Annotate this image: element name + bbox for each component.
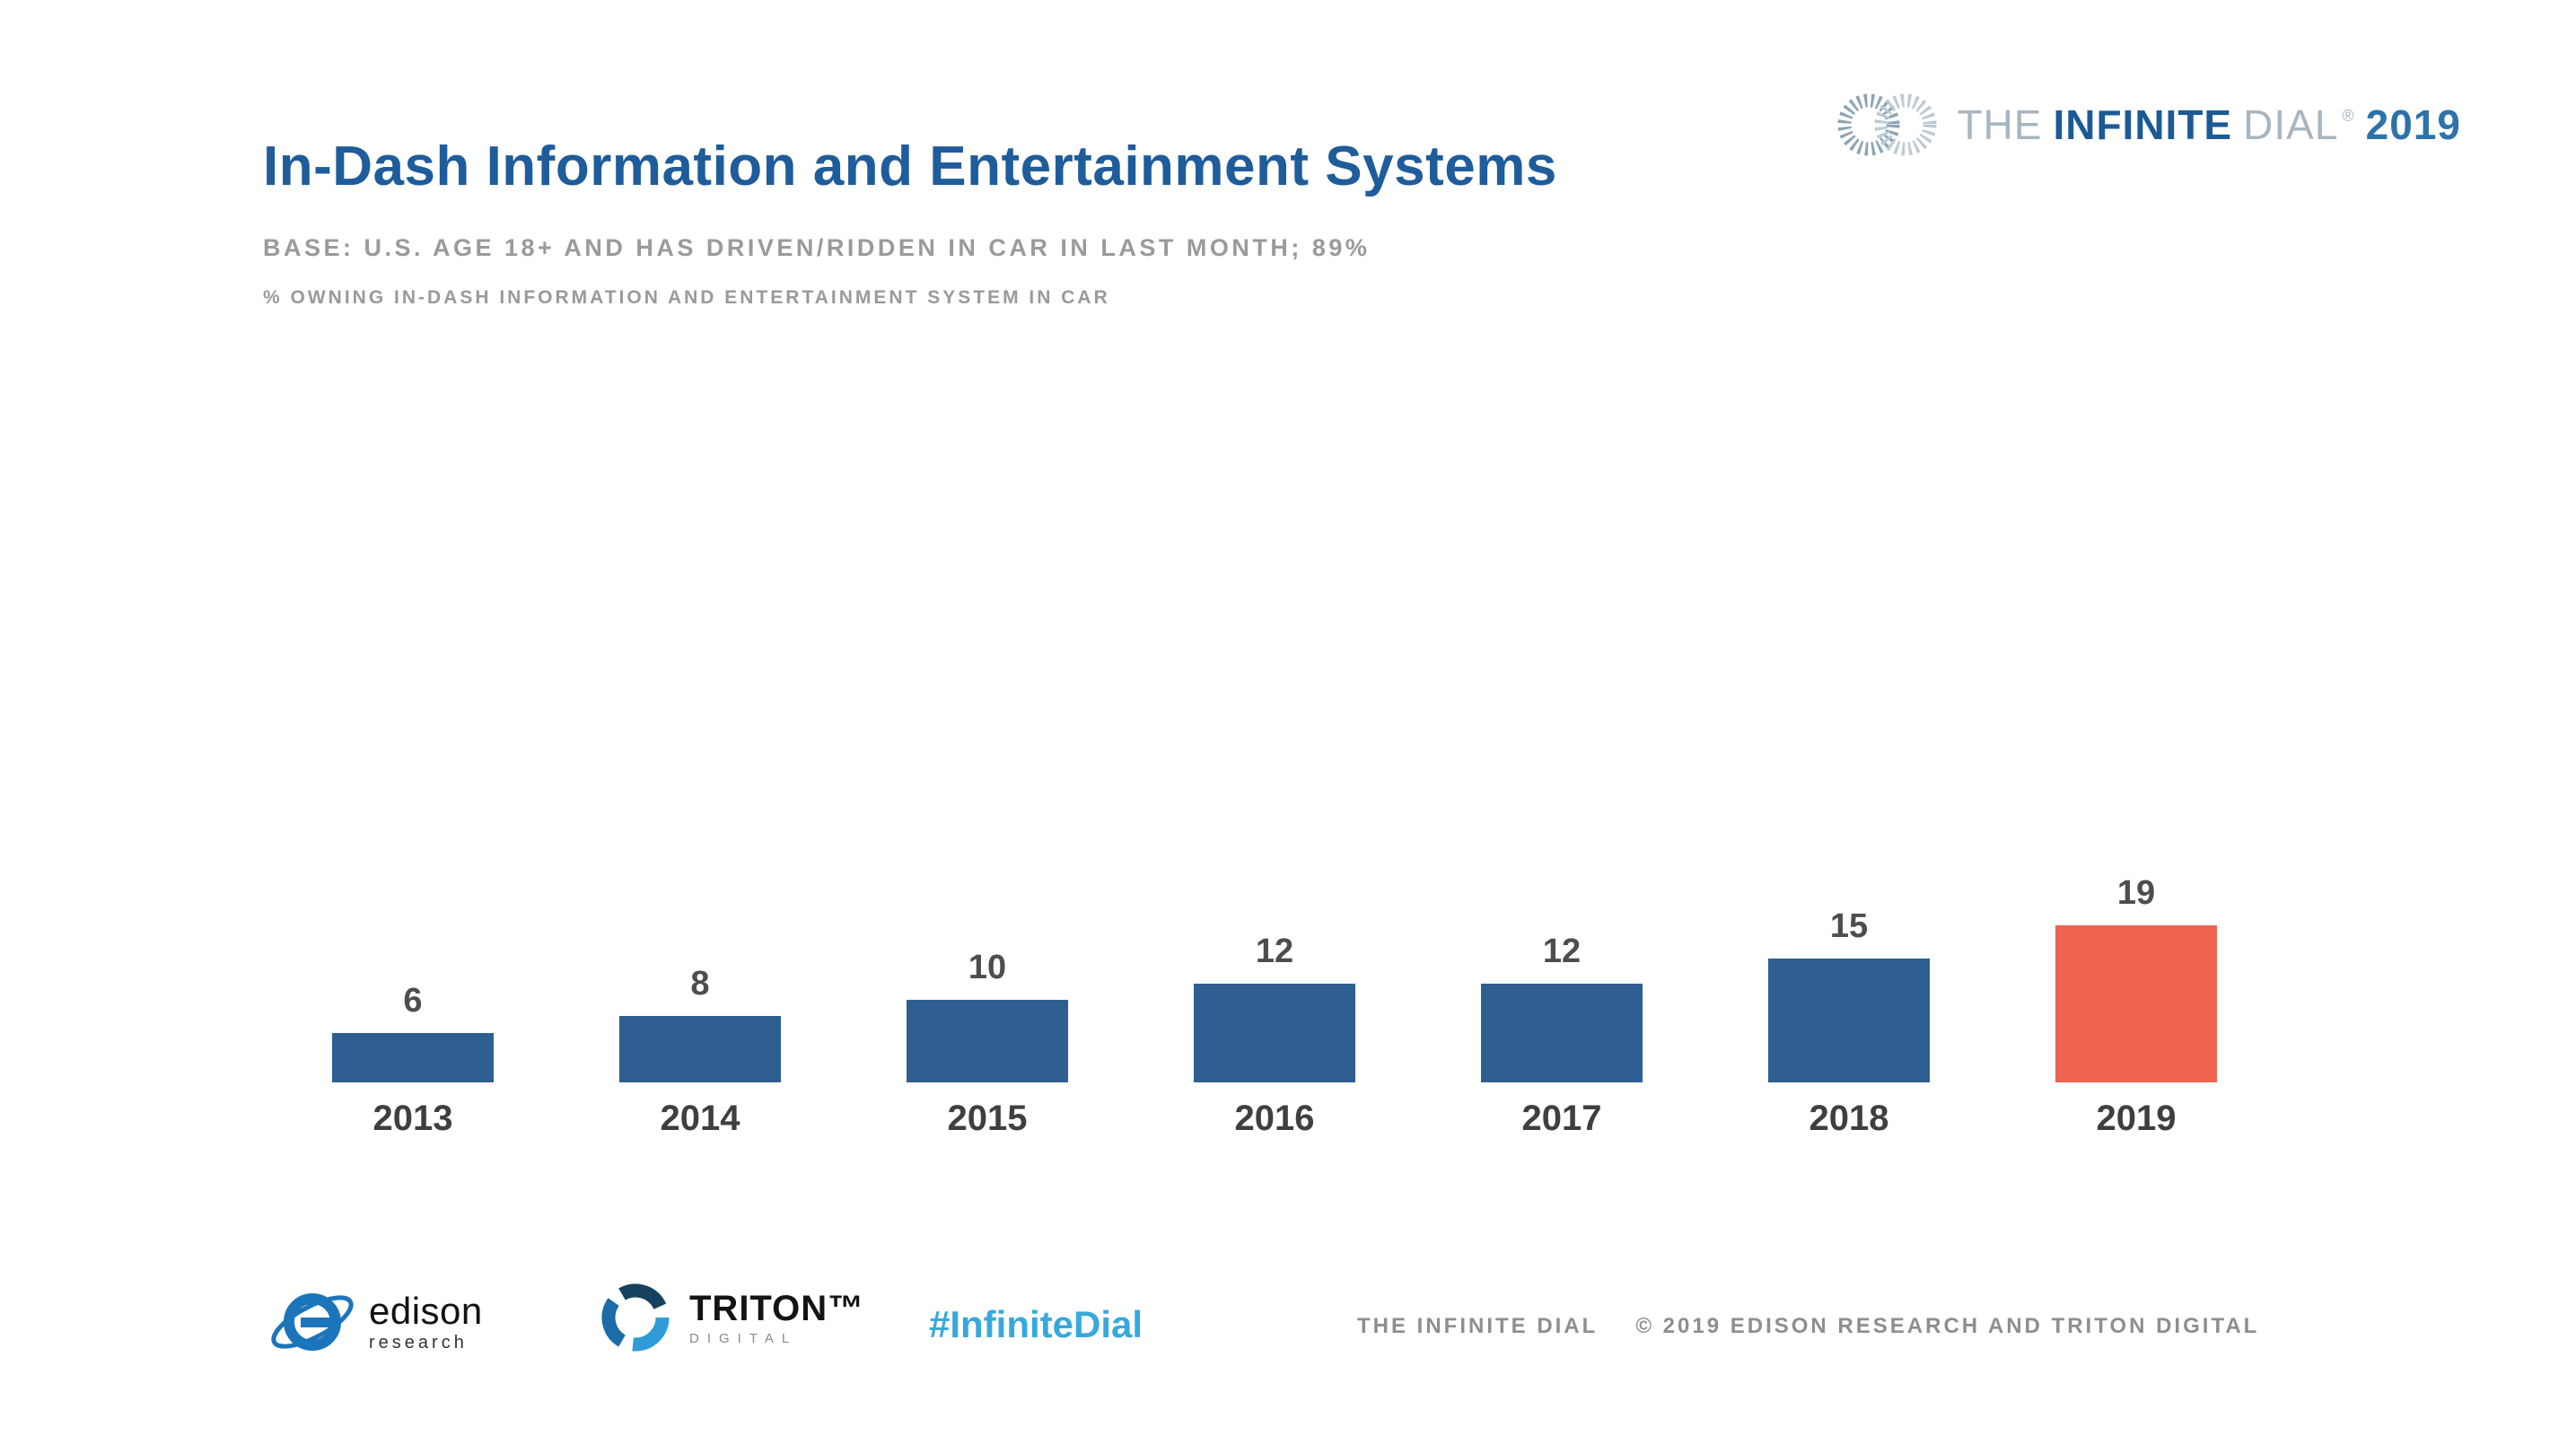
- header: In-Dash Information and Entertainment Sy…: [263, 135, 1557, 309]
- bar-year-label: 2017: [1521, 1099, 1602, 1138]
- bar-column: 10 2015: [844, 836, 1131, 1142]
- bar-column: 8 2014: [556, 836, 844, 1142]
- bar-value-label: 19: [2116, 874, 2156, 912]
- bar-column: 19 2019: [1993, 836, 2280, 1142]
- metric-note: % OWNING IN-DASH INFORMATION AND ENTERTA…: [263, 287, 1110, 308]
- triton-digital-logo: TRITON™ DIGITAL: [594, 1276, 864, 1359]
- bar-value-label: 12: [1542, 933, 1582, 970]
- triton-sub: DIGITAL: [689, 1330, 798, 1346]
- brand-year: 2019: [2365, 101, 2461, 148]
- infinite-dial-logo: THE INFINITE DIAL ® 2019: [1835, 86, 2461, 163]
- bar: [907, 1000, 1068, 1082]
- footer-credit-right: © 2019 EDISON RESEARCH AND TRITON DIGITA…: [1635, 1314, 2260, 1338]
- bar-value-label: 15: [1829, 907, 1869, 945]
- triton-logo-text: TRITON™ DIGITAL: [689, 1291, 864, 1345]
- bar-year-label: 2015: [947, 1099, 1028, 1138]
- bar-year-label: 2018: [1809, 1099, 1889, 1138]
- bar: [2055, 925, 2217, 1082]
- bar-year-label: 2019: [2096, 1099, 2177, 1138]
- bar: [619, 1016, 781, 1082]
- bar-column: 6 2013: [269, 836, 556, 1142]
- brand-infinite: INFINITE: [2053, 101, 2233, 148]
- triton-name: TRITON™: [689, 1288, 865, 1328]
- bar-column: 12 2017: [1418, 836, 1705, 1142]
- bar-column: 15 2018: [1705, 836, 1993, 1142]
- bar: [1768, 959, 1930, 1082]
- hashtag-infinitedial: #InfiniteDial: [929, 1303, 1143, 1345]
- bar-value-label: 10: [968, 949, 1007, 986]
- edison-logo-icon: [271, 1293, 354, 1351]
- footer: edison research TRITON™ DIGITAL #Infinit…: [0, 1256, 2576, 1436]
- bar-year-label: 2016: [1234, 1099, 1315, 1138]
- edison-research-logo: edison research: [263, 1273, 483, 1371]
- edison-sub: research: [369, 1333, 468, 1353]
- edison-name: edison: [369, 1290, 483, 1332]
- triton-logo-icon: [601, 1283, 670, 1352]
- bar-value-label: 8: [690, 965, 710, 1003]
- bar-chart: 6 2013 8 2014 10 2015 12 2016 12 2017 15 2018 19 2019: [269, 836, 2280, 1142]
- infinite-dial-wordmark: THE INFINITE DIAL ® 2019: [1957, 101, 2461, 149]
- page-title: In-Dash Information and Entertainment Sy…: [263, 136, 1557, 197]
- bar-year-label: 2013: [372, 1099, 453, 1138]
- bar: [1481, 984, 1643, 1082]
- footer-credit: THE INFINITE DIAL © 2019 EDISON RESEARCH…: [1357, 1314, 2259, 1339]
- brand-registered-mark: ®: [2342, 107, 2355, 125]
- bar-value-label: 6: [403, 982, 423, 1020]
- edison-logo-text: edison research: [369, 1290, 483, 1353]
- base-note: BASE: U.S. AGE 18+ AND HAS DRIVEN/RIDDEN…: [263, 234, 1371, 261]
- infinite-dial-icon: [1837, 93, 1937, 156]
- brand-dial: DIAL: [2243, 101, 2339, 148]
- footer-credit-left: THE INFINITE DIAL: [1357, 1314, 1599, 1338]
- bar: [1194, 984, 1355, 1082]
- bar-year-label: 2014: [660, 1099, 740, 1138]
- bar-column: 12 2016: [1131, 836, 1418, 1142]
- brand-the: THE: [1957, 101, 2043, 148]
- bar: [332, 1033, 494, 1082]
- bar-value-label: 12: [1255, 933, 1294, 970]
